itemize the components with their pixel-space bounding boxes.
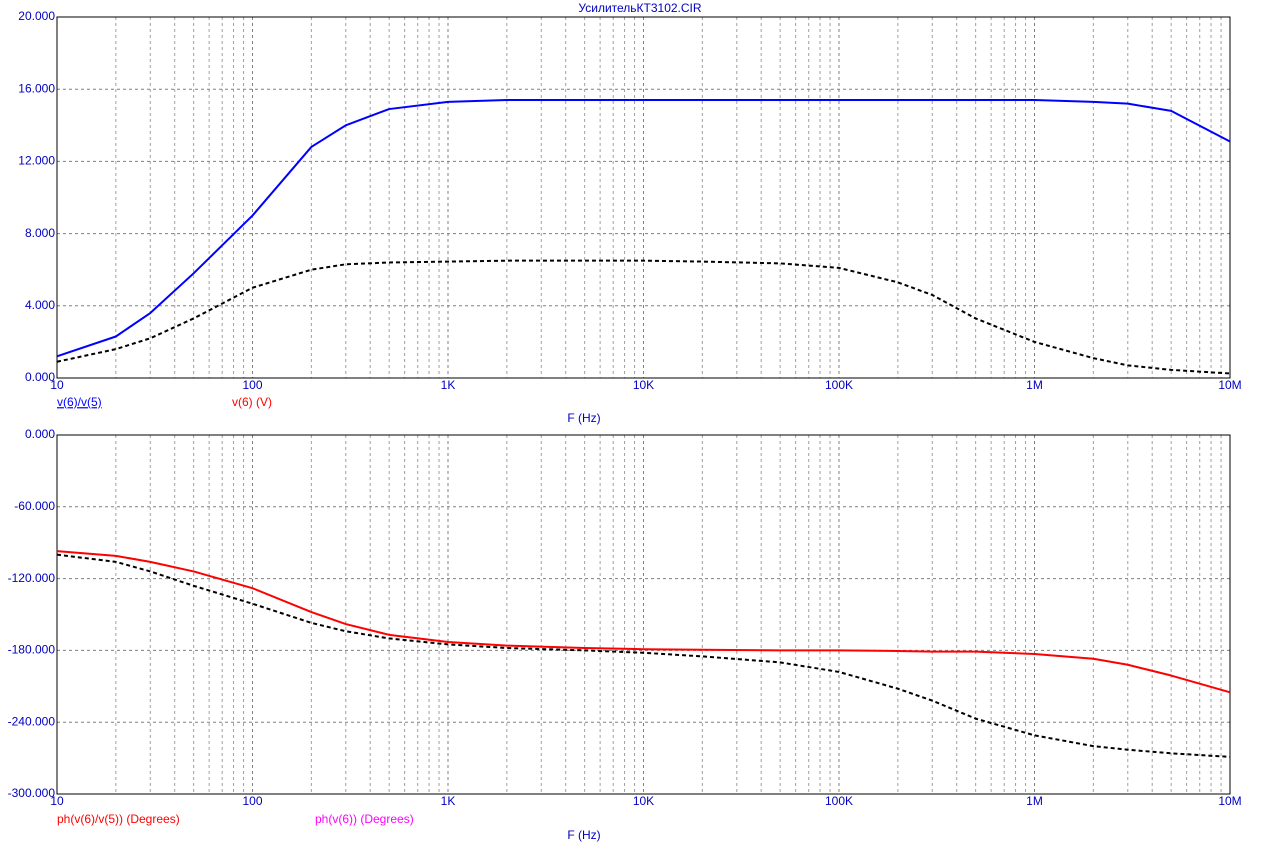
- x-tick-label: 10M: [1218, 378, 1241, 392]
- y-tick-label: 16.000: [18, 81, 55, 95]
- x-tick-label: 10K: [633, 378, 654, 392]
- plot-frame: [56, 16, 1231, 379]
- x-tick-label: 10: [50, 378, 64, 392]
- y-tick-label: 12.000: [18, 154, 55, 168]
- y-tick-label: -180.000: [8, 643, 56, 657]
- legend-entry: v(6) (V): [232, 395, 272, 409]
- series-line: [56, 99, 1231, 358]
- x-tick-label: 10: [50, 794, 64, 808]
- y-tick-label: -300.000: [8, 786, 56, 800]
- legend-entry: ph(v(6)/v(5)) (Degrees): [57, 812, 180, 826]
- x-tick-label: 10M: [1218, 794, 1241, 808]
- y-tick-label: 4.000: [25, 298, 55, 312]
- legend-entry: v(6)/v(5): [57, 395, 102, 409]
- chart-title: УсилительКТ3102.CIR: [578, 1, 701, 15]
- x-tick-label: 1M: [1026, 794, 1043, 808]
- series-line: [56, 550, 1231, 694]
- y-tick-label: 8.000: [25, 226, 55, 240]
- y-tick-label: -240.000: [8, 714, 56, 728]
- x-tick-label: 1K: [441, 794, 456, 808]
- x-tick-label: 100: [242, 794, 262, 808]
- y-tick-label: -120.000: [8, 571, 56, 585]
- legend-entry: ph(v(6)) (Degrees): [315, 812, 414, 826]
- series-line: [56, 259, 1231, 375]
- plot-frame: [56, 434, 1231, 795]
- x-tick-label: 1M: [1026, 378, 1043, 392]
- x-tick-label: 1K: [441, 378, 456, 392]
- x-tick-label: 100K: [825, 378, 853, 392]
- y-tick-label: 0.000: [25, 370, 55, 384]
- x-axis-label: F (Hz): [567, 411, 600, 425]
- y-tick-label: 0.000: [25, 427, 55, 441]
- y-tick-label: -60.000: [14, 499, 55, 513]
- x-tick-label: 100: [242, 378, 262, 392]
- y-tick-label: 20.000: [18, 9, 55, 23]
- x-tick-label: 10K: [633, 794, 654, 808]
- x-tick-label: 100K: [825, 794, 853, 808]
- series-line: [56, 553, 1231, 758]
- x-axis-label: F (Hz): [567, 828, 600, 842]
